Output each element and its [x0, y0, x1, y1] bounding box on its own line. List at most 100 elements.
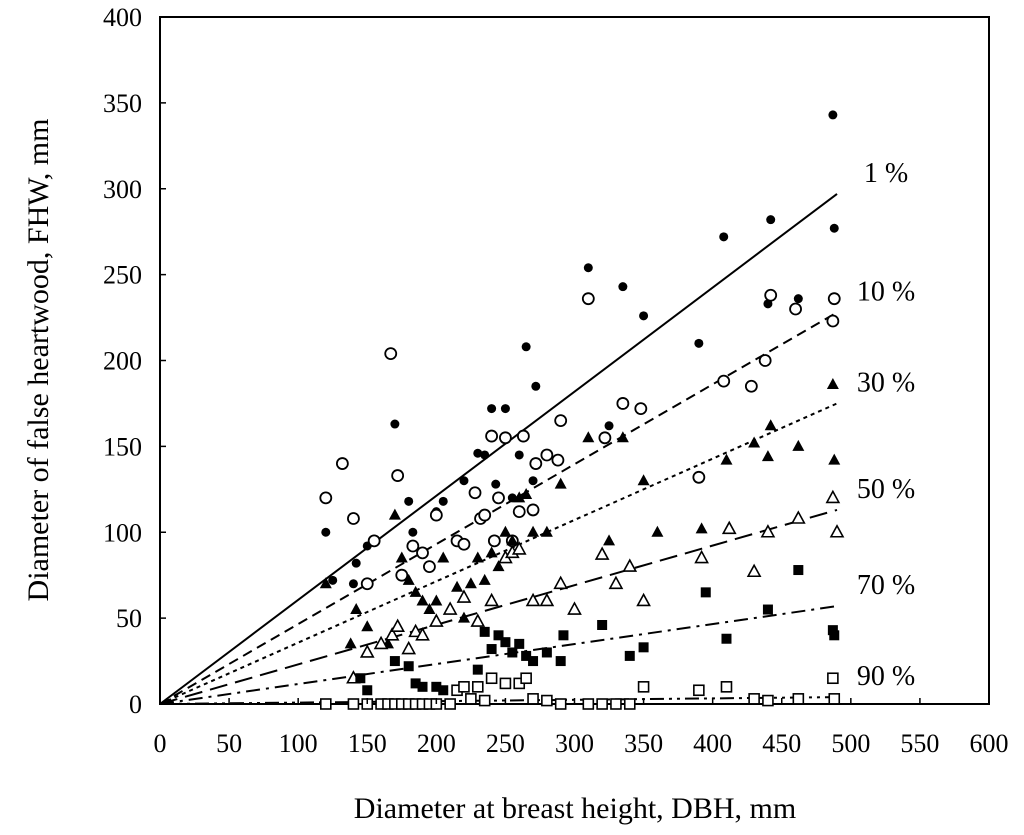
data-point [464, 577, 477, 589]
x-axis-title: Diameter at breast height, DBH, mm [354, 792, 796, 825]
y-tick-label: 300 [103, 175, 142, 204]
data-point [478, 508, 492, 522]
data-point [604, 421, 614, 431]
x-tick-label: 0 [154, 729, 167, 758]
data-point [423, 560, 436, 573]
data-point [391, 469, 405, 482]
data-point [541, 694, 553, 707]
data-point [608, 575, 624, 590]
data-point [720, 453, 733, 465]
data-point [499, 525, 512, 537]
data-point [828, 693, 841, 705]
x-tick-label: 550 [900, 729, 939, 758]
data-point [634, 402, 648, 415]
data-point [827, 625, 838, 636]
data-point [431, 681, 442, 692]
data-point [792, 439, 805, 451]
data-point [717, 374, 731, 388]
data-point [827, 292, 841, 306]
data-point [367, 534, 381, 548]
data-point [485, 429, 499, 443]
data-point [373, 635, 389, 650]
series-labels: 1 % 10 % 30 % 50 % 70 % 90 % [857, 158, 915, 692]
fit-lines [159, 193, 838, 705]
data-point [429, 508, 443, 522]
data-point [825, 489, 841, 504]
data-point [521, 650, 532, 661]
data-point [636, 592, 651, 607]
data-point [388, 508, 401, 520]
data-point [500, 637, 511, 648]
series-label: 30 % [857, 367, 915, 398]
y-tick-label: 150 [103, 432, 142, 461]
data-point [511, 541, 527, 555]
x-tick-label: 450 [762, 729, 801, 758]
data-point [390, 618, 405, 633]
data-point [344, 637, 357, 649]
data-point [319, 491, 333, 505]
data-point [319, 698, 332, 710]
data-point [554, 477, 567, 489]
data-point [472, 664, 483, 675]
fit-line [159, 508, 838, 705]
data-point [826, 314, 840, 328]
data-point [384, 627, 400, 641]
data-point [597, 619, 608, 630]
data-point [444, 698, 456, 710]
data-point [761, 450, 774, 462]
data-point [598, 431, 612, 445]
data-point [558, 630, 569, 641]
data-point [748, 436, 761, 448]
data-point [594, 546, 610, 560]
data-point [458, 681, 470, 693]
data-point [516, 429, 530, 443]
data-point [404, 496, 414, 506]
data-point [319, 577, 332, 589]
data-point [746, 563, 762, 578]
data-point [531, 381, 541, 391]
fit-line [159, 696, 838, 705]
data-point [416, 594, 429, 606]
data-point [624, 650, 635, 661]
data-point [792, 693, 805, 705]
data-point [512, 505, 526, 519]
data-point [766, 215, 776, 225]
data-point [551, 453, 565, 467]
data-point [721, 633, 732, 644]
data-point [417, 681, 428, 692]
data-point [554, 698, 567, 710]
data-point [540, 448, 554, 462]
data-point [459, 476, 469, 486]
data-point [406, 539, 420, 553]
data-point [719, 232, 729, 242]
data-point [639, 311, 649, 321]
series-label: 90 % [857, 661, 915, 692]
data-point [473, 448, 483, 458]
data-point [828, 110, 838, 120]
data-point [700, 587, 711, 598]
data-point [478, 694, 491, 707]
x-tick-label: 100 [279, 729, 318, 758]
data-point [465, 693, 477, 705]
data-point [451, 580, 464, 592]
data-point [527, 525, 540, 537]
x-tick-label: 50 [216, 729, 242, 758]
x-tick-label: 350 [624, 729, 663, 758]
data-point [347, 512, 360, 525]
data-point [402, 573, 415, 585]
data-point [437, 551, 450, 563]
data-point [507, 647, 518, 658]
data-point [415, 627, 430, 641]
data-point [389, 656, 400, 667]
data-point [468, 486, 482, 500]
data-point [764, 419, 777, 431]
data-point [828, 453, 841, 465]
fit-line [159, 402, 838, 705]
data-point [492, 560, 505, 572]
fit-line [159, 605, 838, 705]
data-point [410, 678, 421, 689]
data-point [638, 642, 649, 653]
data-point [555, 656, 566, 667]
data-point [491, 479, 501, 489]
